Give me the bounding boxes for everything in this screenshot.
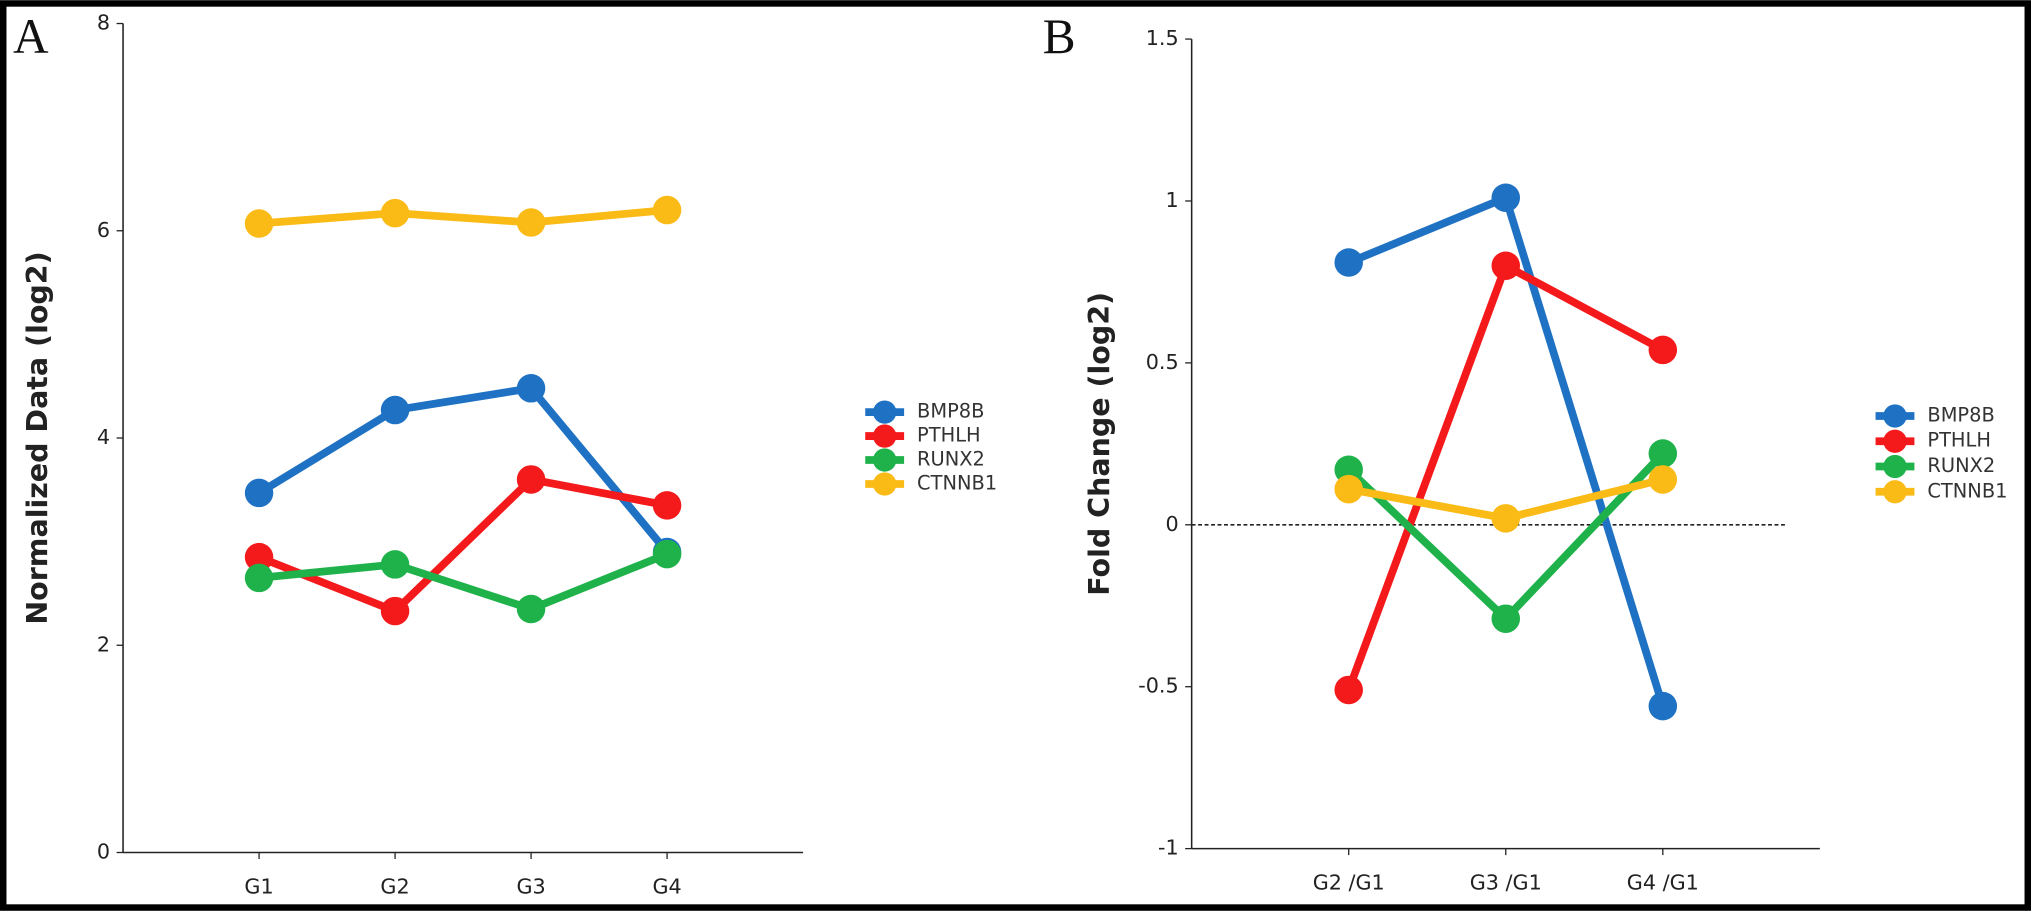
y-tick-label: 0 — [1166, 512, 1179, 536]
y-axis-title: Normalized Data (log2) — [21, 251, 54, 624]
x-tick-label: G2 /G1 — [1313, 871, 1385, 895]
panel-label: A — [13, 9, 49, 64]
series-line — [258, 206, 668, 228]
legend-label: RUNX2 — [1927, 454, 1995, 477]
series — [1334, 465, 1678, 533]
series — [244, 539, 682, 624]
data-point — [1491, 604, 1521, 633]
legend-label: CTNNB1 — [917, 471, 997, 494]
legend-label: PTHLH — [1927, 429, 1991, 452]
data-point — [516, 465, 546, 494]
series — [244, 465, 682, 626]
legend-label: PTHLH — [917, 424, 981, 447]
data-point — [1334, 248, 1363, 277]
legend-label: BMP8B — [1927, 403, 1994, 426]
series — [1334, 183, 1678, 721]
data-point — [380, 596, 410, 626]
data-point — [380, 550, 410, 579]
series-line — [257, 384, 671, 555]
y-tick-label: 6 — [97, 218, 110, 242]
legend-marker — [1883, 480, 1907, 504]
data-point — [244, 209, 274, 238]
data-point — [380, 395, 410, 425]
x-tick-label: G1 — [244, 874, 273, 898]
x-tick-label: G2 — [380, 874, 409, 898]
legend-marker — [873, 448, 897, 472]
y-tick-label: 1.5 — [1146, 26, 1179, 50]
y-tick-label: 4 — [97, 425, 110, 449]
data-point — [1648, 465, 1678, 494]
y-tick-label: 1 — [1166, 188, 1179, 212]
data-point — [1648, 439, 1678, 468]
data-point — [244, 542, 274, 572]
x-tick-label: G4 /G1 — [1627, 871, 1699, 895]
data-point — [516, 594, 546, 624]
legend-marker — [873, 424, 897, 448]
x-tick-label: G3 — [516, 874, 545, 898]
data-point — [244, 563, 274, 593]
data-point — [1491, 504, 1521, 533]
y-tick-label: -1 — [1158, 836, 1179, 860]
legend-label: RUNX2 — [917, 448, 985, 471]
legend-marker — [1883, 404, 1907, 428]
y-tick-label: 0 — [97, 840, 110, 864]
legend-label: CTNNB1 — [1927, 479, 2007, 502]
data-point — [516, 208, 546, 237]
legend-label: BMP8B — [917, 400, 984, 423]
data-point — [1334, 474, 1363, 504]
y-tick-label: 2 — [97, 632, 110, 656]
panel-label: B — [1043, 9, 1076, 64]
data-point — [1648, 335, 1678, 365]
data-point — [652, 539, 682, 569]
legend-marker — [873, 472, 897, 496]
data-point — [652, 195, 682, 225]
y-tick-label: -0.5 — [1138, 674, 1178, 698]
y-tick-label: 8 — [97, 11, 110, 35]
series-line — [257, 475, 668, 615]
series — [1334, 251, 1678, 705]
data-point — [1648, 691, 1678, 721]
legend-marker — [1883, 429, 1907, 453]
data-point — [244, 478, 274, 508]
series-line — [258, 550, 669, 613]
legend-marker — [1883, 454, 1907, 479]
data-point — [1334, 675, 1363, 705]
y-axis-title: Fold Change (log2) — [1083, 292, 1116, 596]
data-point — [516, 374, 546, 403]
series — [244, 195, 682, 238]
data-point — [1491, 251, 1521, 280]
data-point — [1491, 183, 1521, 212]
data-point — [652, 491, 682, 520]
legend-marker — [873, 400, 897, 424]
data-point — [380, 198, 410, 228]
y-tick-label: 0.5 — [1146, 350, 1179, 374]
x-tick-label: G4 — [652, 874, 681, 898]
x-tick-label: G3 /G1 — [1470, 871, 1542, 895]
